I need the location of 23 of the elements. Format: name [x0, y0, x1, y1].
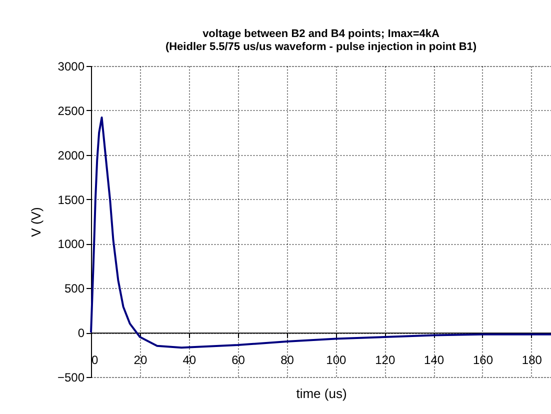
y-tick-label: 500: [64, 282, 85, 296]
y-axis-title: V (V): [28, 207, 44, 237]
x-tick-label: 80: [280, 353, 294, 368]
x-tick-label: 20: [134, 353, 148, 368]
y-tick-label: 0: [78, 326, 85, 340]
text: voltage between B2 and B4 points; Imax=4kA: [202, 28, 440, 40]
y-tick-label: 1000: [58, 237, 85, 252]
y-tick-label: 2000: [58, 148, 85, 162]
x-tick-label: 120: [375, 353, 396, 368]
y-tick-label: 2500: [58, 104, 85, 118]
x-tick-label: 140: [424, 353, 444, 368]
x-tick-label: 60: [232, 353, 246, 368]
x-tick-label: 180: [522, 353, 542, 368]
y-tick-label: 3000: [58, 60, 85, 74]
text: (Heidler 5.5/75 us/us waveform - pulse injection in point B1): [165, 41, 477, 53]
x-axis-title: time (us): [296, 386, 347, 402]
y-tick-label: 1500: [58, 192, 85, 207]
line-series: [90, 116, 551, 349]
x-tick-label: 0: [92, 353, 98, 368]
x-tick-label: 40: [182, 353, 196, 368]
x-tick-label: 160: [472, 353, 494, 368]
x-tick-label: 100: [326, 353, 347, 368]
y-tick-label: −500: [57, 370, 85, 384]
